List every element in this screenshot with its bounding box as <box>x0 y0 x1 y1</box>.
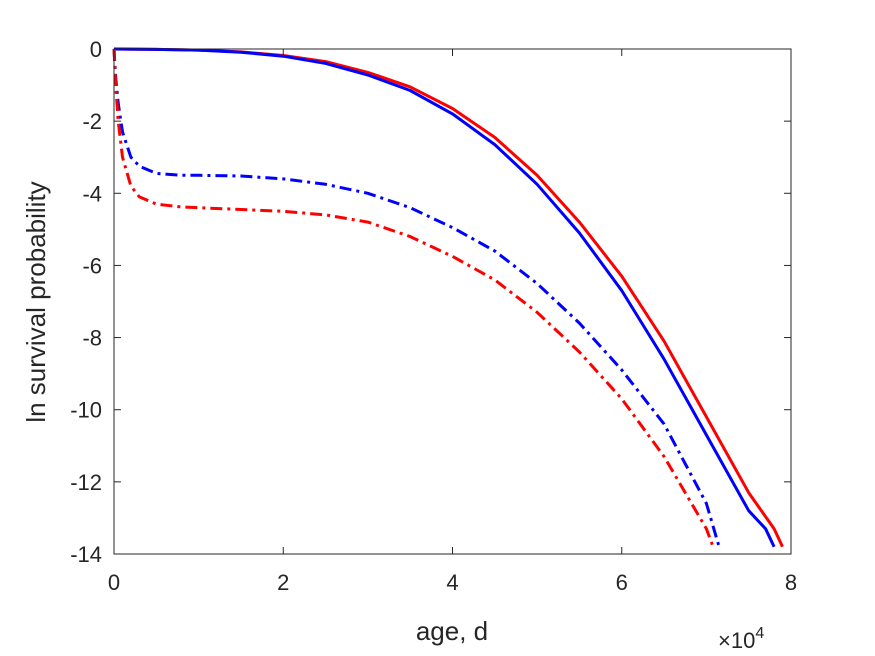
y-tick-label: -2 <box>82 109 102 134</box>
x-multiplier-exponent: 4 <box>755 625 764 642</box>
x-exponent-label: ×104 <box>718 625 764 653</box>
y-tick-label: 0 <box>90 37 102 62</box>
y-tick-label: -10 <box>70 398 102 423</box>
x-multiplier-base: ×10 <box>718 628 755 653</box>
x-tick-label: 6 <box>616 570 628 595</box>
series-line-3 <box>112 48 721 548</box>
tick-layer: 0 2 4 6 8 0 -2 -4 -6 -8 -10 -12 -14 <box>70 37 797 595</box>
x-tick-label: 2 <box>277 570 289 595</box>
y-tick-label: -8 <box>82 326 102 351</box>
y-tick-label: -6 <box>82 253 102 278</box>
series-line-4 <box>112 48 715 548</box>
y-axis-label: ln survival probability <box>21 181 51 422</box>
y-tick-label: -12 <box>70 470 102 495</box>
y-tick-label: -14 <box>70 542 102 567</box>
x-axis-label: age, d <box>416 616 488 646</box>
y-tick-label: -4 <box>82 181 102 206</box>
series-layer <box>112 47 784 548</box>
x-tick-label: 4 <box>446 570 458 595</box>
series-line-2 <box>113 47 776 548</box>
plot-area <box>114 49 791 554</box>
x-tick-label: 0 <box>108 570 120 595</box>
x-tick-label: 8 <box>785 570 797 595</box>
